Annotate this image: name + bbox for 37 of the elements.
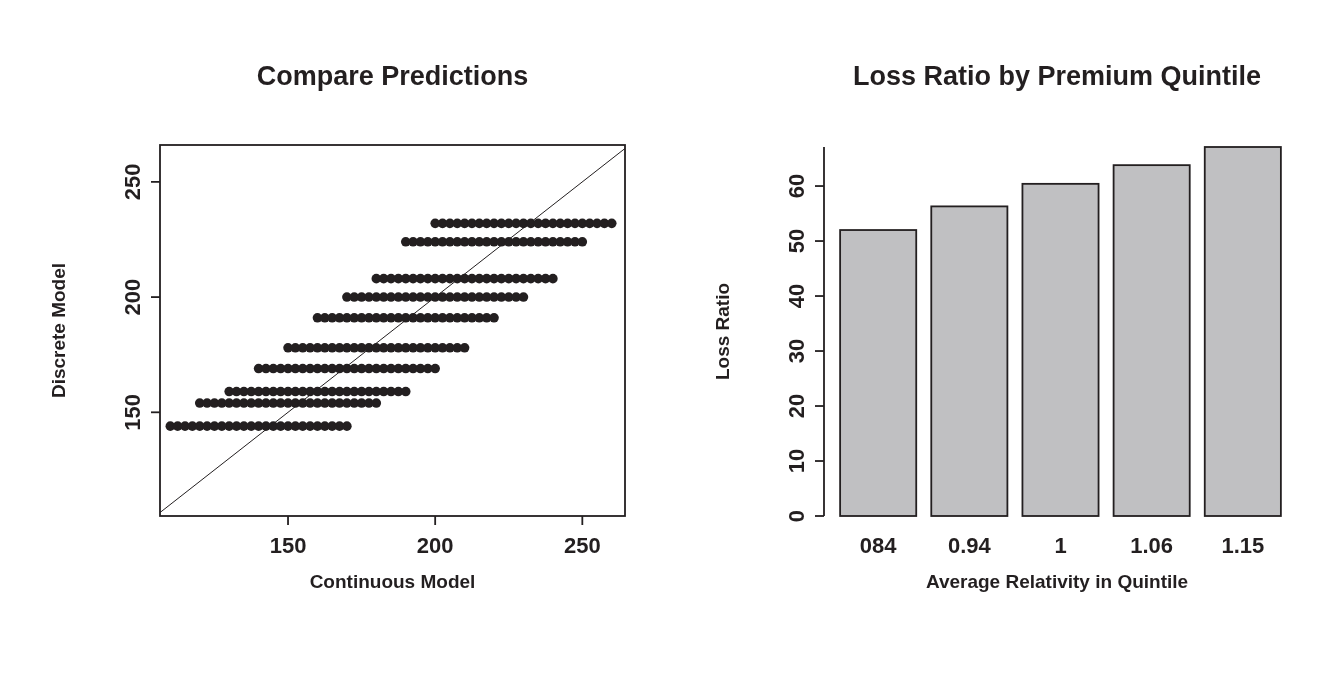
x-tick-label: 1.15 [1221,533,1265,558]
point [342,421,352,431]
y-tick-label: 60 [784,173,809,199]
point [548,273,558,284]
chart-title: Compare Predictions [256,61,529,91]
y-tick-label: 150 [120,393,145,431]
x-tick-label: 150 [269,533,307,558]
y-tick-label: 40 [784,283,809,309]
point [577,237,588,247]
bar [1203,146,1282,517]
y-tick-label: 200 [120,278,145,316]
point [489,313,499,323]
y-axis-title: Discrete Model [48,262,69,399]
y-tick-label: 20 [784,393,809,419]
bar [1021,182,1100,517]
y-tick-label: 50 [784,228,809,254]
x-axis-title: Continuous Model [309,571,476,592]
y-axis-title: Loss Ratio [712,282,733,381]
point [459,343,470,353]
x-axis-title: Average Relativity in Quintile [925,571,1189,592]
y-tick-label: 30 [784,338,809,364]
x-tick-label: 084 [859,533,898,558]
x-tick-label: 1.06 [1130,533,1174,558]
y-tick-label: 0 [784,509,809,523]
y-tick-label: 250 [120,163,145,201]
bar [839,229,918,517]
point [430,363,440,374]
x-tick-label: 200 [416,533,454,558]
point [371,398,382,408]
bar [1112,164,1191,517]
chart-title: Loss Ratio by Premium Quintile [852,61,1262,91]
bar [930,205,1009,517]
x-tick-label: 0.94 [947,533,992,558]
x-tick-label: 250 [563,533,601,558]
point [518,292,529,302]
y-tick-label: 10 [784,448,809,474]
x-tick-label: 1 [1054,533,1067,558]
